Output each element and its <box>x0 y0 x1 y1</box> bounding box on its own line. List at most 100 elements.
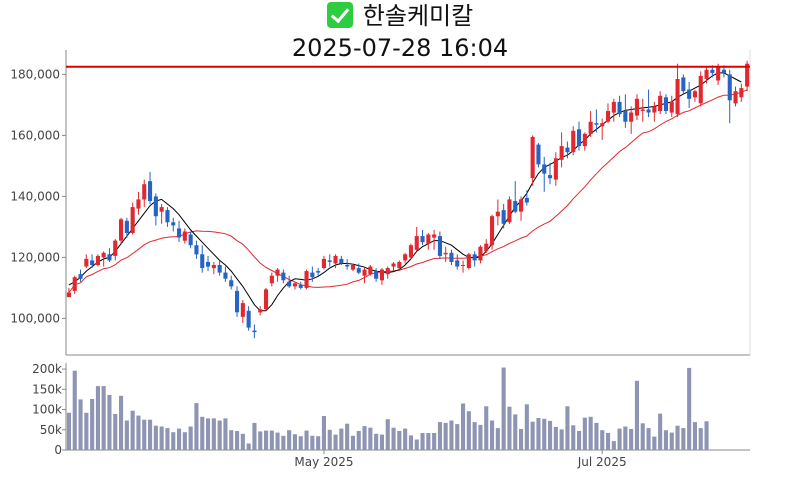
volume-bar <box>600 430 605 450</box>
candle-body <box>246 310 251 328</box>
volume-bar <box>663 430 668 450</box>
volume-bar <box>113 414 118 450</box>
candle-body <box>316 271 321 273</box>
volume-tick-label: 100k <box>32 403 62 417</box>
volume-bar <box>461 403 466 450</box>
candle-body <box>252 330 257 333</box>
volume-bar <box>177 428 182 450</box>
volume-bar <box>634 380 639 450</box>
volume-bar <box>507 406 512 450</box>
volume-bar <box>287 430 292 450</box>
candle-body <box>559 146 564 160</box>
volume-bar <box>235 431 240 450</box>
volume-bar <box>356 431 361 450</box>
candle-body <box>403 254 408 261</box>
candle-body <box>432 234 437 238</box>
candle-body <box>426 234 431 244</box>
candle-body <box>304 271 309 288</box>
candle-body <box>101 252 106 258</box>
candle-body <box>374 271 379 279</box>
candle-body <box>606 111 611 122</box>
candle-body <box>194 245 199 255</box>
candle-body <box>95 255 100 265</box>
volume-bar <box>548 420 553 450</box>
candle-body <box>646 109 651 113</box>
volume-bar <box>501 367 506 450</box>
candle-body <box>368 266 373 275</box>
x-tick-label: May 2025 <box>294 455 353 469</box>
volume-bar <box>646 428 651 450</box>
candle-body <box>310 272 315 278</box>
price-tick-label: 100,000 <box>10 311 60 325</box>
volume-bar <box>426 433 431 450</box>
volume-bar <box>165 428 170 450</box>
volume-bar <box>240 433 245 450</box>
candle-body <box>443 252 448 255</box>
candle-body <box>530 136 535 179</box>
volume-bar <box>490 420 495 450</box>
volume-bar <box>408 435 413 450</box>
volume-bar <box>119 395 124 450</box>
volume-bar <box>530 421 535 450</box>
candle-body <box>524 197 529 203</box>
volume-bar <box>310 435 315 450</box>
volume-bar <box>148 419 153 450</box>
candle-body <box>536 144 541 165</box>
volume-bar <box>437 422 442 450</box>
volume-bar <box>153 425 158 450</box>
volume-bar <box>159 426 164 450</box>
volume-bar <box>275 432 280 450</box>
candle-body <box>223 272 228 279</box>
candle-body <box>687 89 692 99</box>
candle-body <box>142 184 147 200</box>
candle-body <box>449 252 454 262</box>
candle-body <box>692 91 697 98</box>
candle-body <box>588 121 593 134</box>
candle-body <box>188 234 193 246</box>
candle-body <box>490 216 495 246</box>
candle-body <box>484 243 489 252</box>
volume-bar <box>206 418 211 450</box>
candle-body <box>472 254 477 261</box>
candle-body <box>565 147 570 153</box>
candle-body <box>437 236 442 256</box>
price-tick-label: 140,000 <box>10 189 60 203</box>
chart-title: 한솔케미칼 2025-07-28 16:04 <box>0 0 800 64</box>
candle-body <box>321 258 326 268</box>
volume-bar <box>519 429 524 450</box>
candle-body <box>519 199 524 212</box>
candle-body <box>478 246 483 261</box>
candle-body <box>113 240 118 256</box>
candle-body <box>90 260 95 265</box>
candle-body <box>333 255 338 264</box>
volume-bar <box>72 370 77 450</box>
volume-bar <box>432 433 437 450</box>
volume-bar <box>542 418 547 450</box>
candle-body <box>275 269 280 276</box>
candle-body <box>177 228 182 238</box>
candle-body <box>84 258 89 267</box>
candle-body <box>107 254 112 261</box>
candle-body <box>385 268 390 275</box>
volume-bar <box>611 441 616 450</box>
volume-tick-label: 0 <box>54 443 62 457</box>
volume-bar <box>681 428 686 450</box>
volume-bar <box>264 430 269 450</box>
ma-short-line <box>68 72 742 312</box>
candle-body <box>153 196 158 217</box>
candle-body <box>466 254 471 268</box>
candle-body <box>66 292 71 298</box>
candle-body <box>217 265 222 273</box>
candle-body <box>211 265 216 269</box>
volume-bar <box>78 399 83 450</box>
candle-body <box>119 219 124 241</box>
volume-bar <box>495 428 500 450</box>
volume-bar <box>171 432 176 450</box>
candle-body <box>681 77 686 92</box>
volume-bar <box>304 430 309 450</box>
volume-bar <box>559 429 564 450</box>
candle-body <box>548 175 553 179</box>
volume-bar <box>211 418 216 450</box>
volume-bar <box>362 426 367 450</box>
